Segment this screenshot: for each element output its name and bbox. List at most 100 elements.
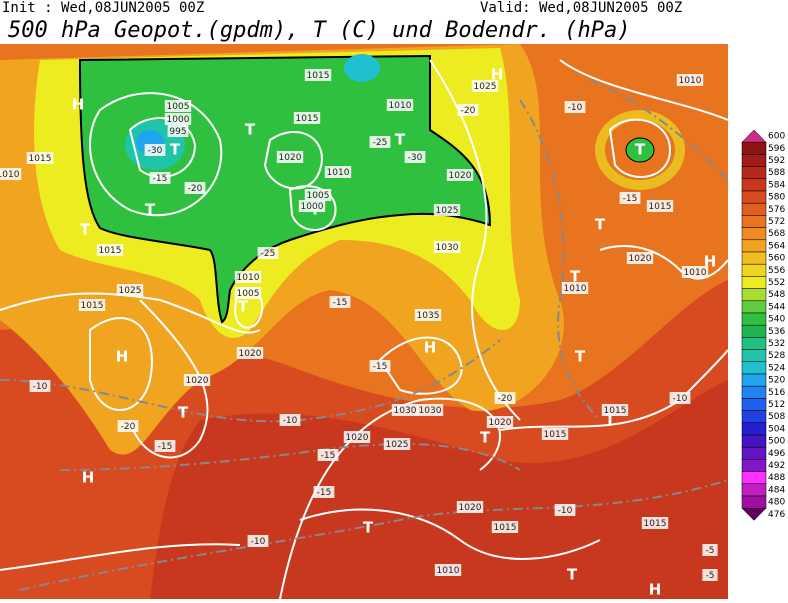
colorbar-label: 596	[768, 144, 785, 154]
contour-label: -15	[158, 442, 173, 452]
contour-label-box	[676, 74, 704, 86]
colorbar-swatch	[741, 385, 767, 399]
colorbar-label: 512	[768, 400, 785, 410]
contour-label-box	[414, 309, 442, 321]
contour-label-box	[491, 521, 519, 533]
contour-label: -15	[153, 174, 168, 184]
contour-label-box	[117, 420, 139, 432]
contour-label-box	[279, 414, 301, 426]
colorbar-label: 552	[768, 278, 785, 288]
colorbar-swatch	[741, 141, 767, 155]
contour-label: 1015	[649, 202, 672, 212]
colorbar-swatch	[741, 166, 767, 180]
pressure-center: T	[605, 411, 616, 429]
contour-label-box	[247, 535, 269, 547]
contour-label-box	[26, 152, 54, 164]
colorbar-label: 600	[768, 132, 785, 142]
contour-label-box	[343, 431, 371, 443]
colorbar-label: 560	[768, 254, 785, 264]
colorbar-label: 484	[768, 485, 785, 495]
contour-label: 1010	[389, 101, 412, 111]
contour-label-box	[471, 80, 499, 92]
contour-label-box	[619, 192, 641, 204]
contour-label-box	[457, 104, 479, 116]
contour-label-box	[433, 204, 461, 216]
colorbar-swatch	[741, 495, 767, 509]
pressure-center: T	[145, 201, 156, 219]
contour-label: 1030	[436, 243, 459, 253]
contour-label-box	[276, 151, 304, 163]
contour-label-box	[446, 169, 474, 181]
contour-label-box	[456, 501, 484, 513]
contour-label-box	[116, 284, 144, 296]
contour-label-box	[234, 287, 262, 299]
colorbar-label: 528	[768, 351, 785, 361]
contour-label-box	[369, 136, 391, 148]
contour-label: -10	[33, 382, 48, 392]
colorbar-label: 500	[768, 437, 785, 447]
contour-label: 1015	[29, 154, 52, 164]
contour-label: 1015	[604, 406, 627, 416]
contour-label-box	[369, 360, 391, 372]
colorbar-label: 536	[768, 327, 785, 337]
contour-label-box	[96, 244, 124, 256]
contour-label-box	[329, 296, 351, 308]
colorbar-label: 488	[768, 473, 785, 483]
contour-label: 1005	[237, 289, 260, 299]
contour-label-box	[304, 189, 332, 201]
contour-label: 1025	[436, 206, 459, 216]
contour-label: 1005	[307, 191, 330, 201]
contour-label: 1010	[0, 170, 20, 180]
contour-label: -30	[408, 153, 423, 163]
contour-label-box	[486, 416, 514, 428]
colorbar-label: 588	[768, 168, 785, 178]
contour-label-box	[434, 564, 462, 576]
contour-label: 1025	[474, 82, 497, 92]
contour-label: 1025	[386, 440, 409, 450]
contour-label: 1035	[417, 311, 440, 321]
colorbar-label: 568	[768, 229, 785, 239]
colorbar-swatch	[741, 446, 767, 460]
contour-label: -25	[261, 249, 276, 259]
contour-label: 1015	[81, 301, 104, 311]
contour-label: -5	[706, 571, 715, 581]
contour-label: 1020	[239, 349, 262, 359]
colorbar-swatch	[741, 471, 767, 485]
colorbar-label: 572	[768, 217, 785, 227]
colorbar-swatch	[741, 190, 767, 204]
pressure-center: T	[480, 429, 491, 447]
pressure-center: H	[491, 66, 504, 84]
contour-label: -20	[188, 184, 203, 194]
colorbar-swatch	[741, 288, 767, 302]
contour-label: 1020	[459, 503, 482, 513]
colorbar: 600 596 592 588 584 580 576 572 568 564 560 556 552 5…	[741, 129, 785, 521]
colorbar-swatch	[741, 324, 767, 338]
contour-label: -15	[373, 362, 388, 372]
pressure-center: T	[570, 268, 581, 286]
colorbar-label: 556	[768, 266, 785, 276]
contour-label: 1015	[99, 246, 122, 256]
colorbar-label: 532	[768, 339, 785, 349]
contour-label: 1005	[167, 102, 190, 112]
pressure-center: T	[363, 519, 374, 537]
contour-label-box	[304, 69, 332, 81]
contour-label-box	[0, 168, 22, 180]
init-time: Init : Wed,08JUN2005 00Z	[2, 0, 204, 16]
pressure-center: T	[575, 348, 586, 366]
colorbar-swatch	[741, 459, 767, 472]
contour-label: -15	[321, 451, 336, 461]
contour-label: 1015	[644, 519, 667, 529]
contour-label-box	[257, 247, 279, 259]
colorbar-swatch	[741, 276, 767, 289]
contour-label-box	[183, 374, 211, 386]
pressure-center: T	[635, 141, 646, 159]
colorbar-label: 496	[768, 449, 785, 459]
contour-label-box	[626, 252, 654, 264]
contour-label: 1020	[186, 376, 209, 386]
contour-label-box	[702, 569, 718, 581]
contour-label-box	[324, 166, 352, 178]
contour-labels: 1015100510009951010101510201010100510001…	[0, 69, 718, 581]
contour-label-box	[164, 100, 192, 112]
contour-label: -30	[148, 146, 163, 156]
